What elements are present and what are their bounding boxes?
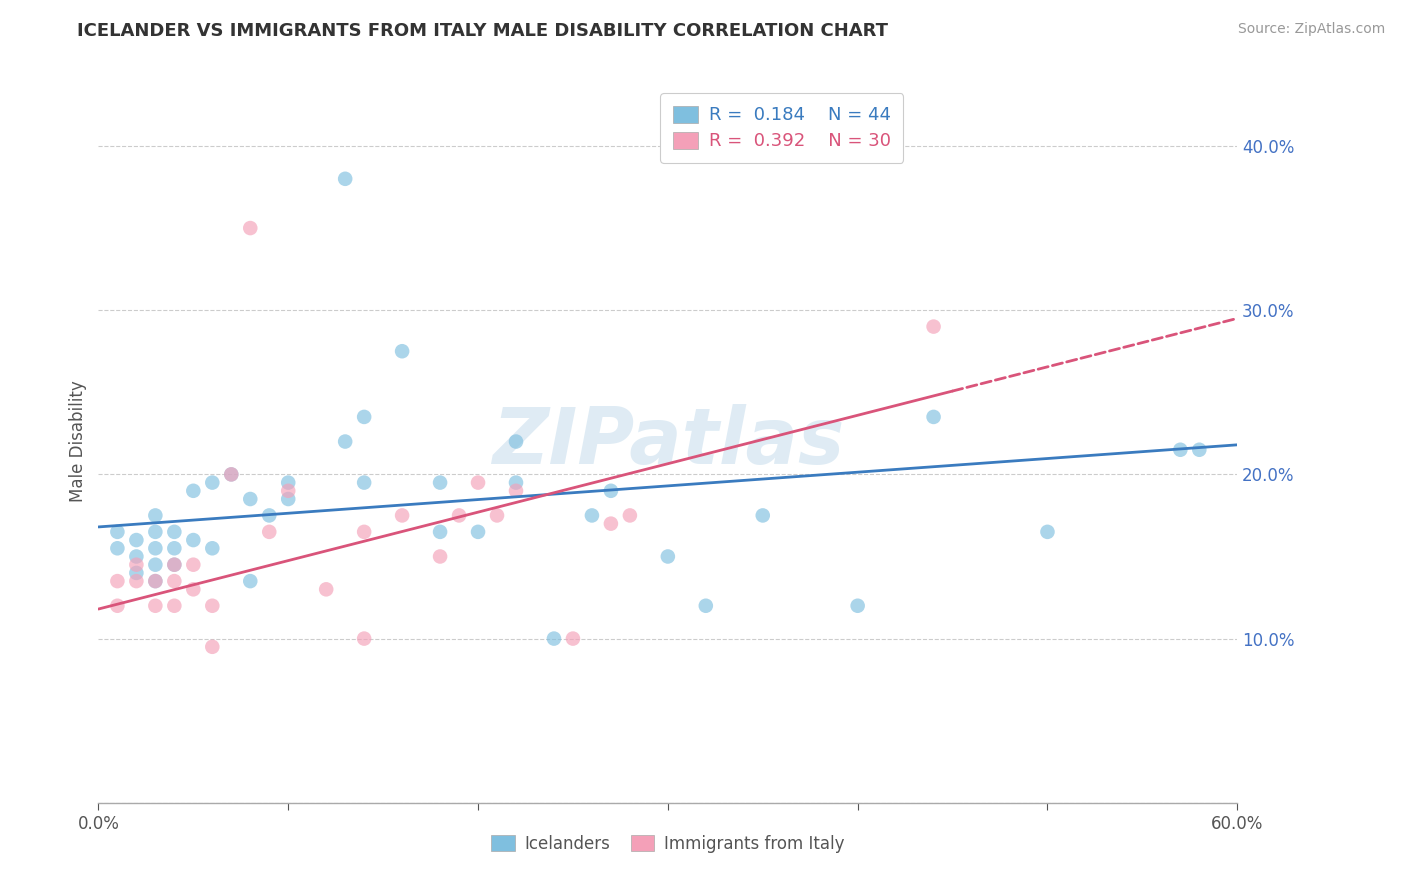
Point [239,491,262,506]
Point [449,508,471,523]
Point [429,549,451,564]
Point [145,524,167,539]
Point [335,171,357,186]
Point [201,475,224,490]
Point [277,475,299,490]
Point [163,558,186,572]
Point [277,491,299,506]
Text: ICELANDER VS IMMIGRANTS FROM ITALY MALE DISABILITY CORRELATION CHART: ICELANDER VS IMMIGRANTS FROM ITALY MALE … [77,22,889,40]
Point [752,508,775,523]
Point [163,541,186,556]
Point [259,524,281,539]
Point [846,599,869,613]
Point [277,483,299,498]
Point [239,574,262,588]
Point [201,640,224,654]
Point [125,549,148,564]
Point [486,508,509,523]
Point [183,582,205,597]
Point [221,467,243,482]
Point [1170,442,1192,457]
Point [201,599,224,613]
Text: ZIPatlas: ZIPatlas [492,403,844,480]
Point [183,558,205,572]
Point [335,434,357,449]
Point [600,516,623,531]
Point [107,541,129,556]
Point [163,524,186,539]
Point [353,475,375,490]
Point [107,574,129,588]
Point [581,508,603,523]
Point [353,524,375,539]
Y-axis label: Male Disability: Male Disability [69,381,87,502]
Point [353,409,375,424]
Point [239,221,262,235]
Point [163,558,186,572]
Point [183,533,205,547]
Point [145,574,167,588]
Point [163,599,186,613]
Point [505,475,527,490]
Point [429,524,451,539]
Point [922,319,945,334]
Point [505,434,527,449]
Text: Source: ZipAtlas.com: Source: ZipAtlas.com [1237,22,1385,37]
Point [125,558,148,572]
Point [145,541,167,556]
Point [467,524,489,539]
Point [145,599,167,613]
Point [259,508,281,523]
Point [619,508,641,523]
Point [107,524,129,539]
Point [562,632,585,646]
Point [201,541,224,556]
Point [125,533,148,547]
Point [107,599,129,613]
Point [505,483,527,498]
Point [467,475,489,490]
Point [429,475,451,490]
Point [391,508,413,523]
Point [1188,442,1211,457]
Point [391,344,413,359]
Point [1036,524,1059,539]
Point [163,574,186,588]
Point [145,574,167,588]
Point [543,632,565,646]
Point [125,574,148,588]
Point [221,467,243,482]
Point [145,508,167,523]
Point [315,582,337,597]
Point [183,483,205,498]
Point [695,599,717,613]
Point [922,409,945,424]
Point [353,632,375,646]
Point [657,549,679,564]
Point [145,558,167,572]
Legend: Icelanders, Immigrants from Italy: Icelanders, Immigrants from Italy [485,828,851,860]
Point [600,483,623,498]
Point [125,566,148,580]
